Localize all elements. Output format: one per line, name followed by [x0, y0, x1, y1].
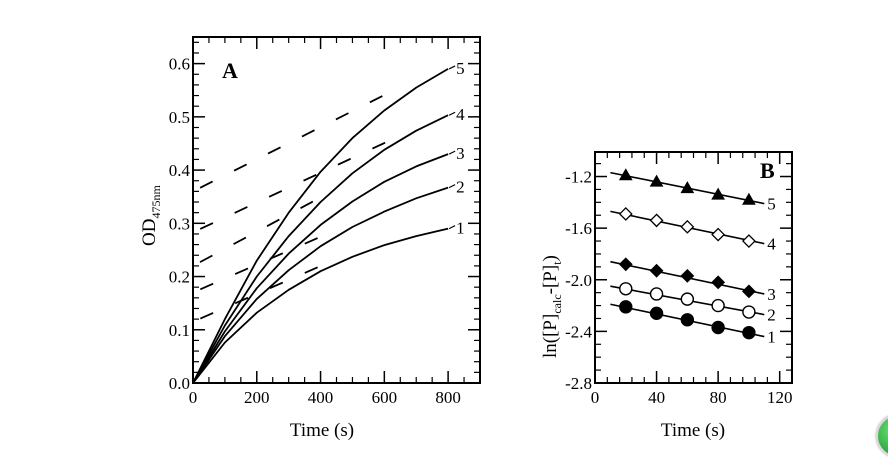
point-filled-diamond: [711, 275, 726, 290]
curve-1: [192, 227, 449, 384]
x-tick-label: 0: [591, 388, 600, 407]
dashed-line-4: [192, 136, 398, 234]
y-tick-label: 0.0: [169, 374, 190, 393]
point-filled-triangle: [649, 174, 664, 187]
y-tick-label: -2.0: [565, 271, 592, 290]
x-tick-label: 40: [648, 388, 665, 407]
curve-label-leader: [448, 150, 456, 155]
point-filled-triangle: [742, 192, 756, 205]
y-tick-label: -2.4: [565, 322, 592, 341]
curve-label-leader: [448, 111, 456, 116]
panel-b-tick-labels: 0 40 80 120 -2.8 -2.4 -2.0 -1.6 -1.2: [565, 168, 792, 407]
panel-a-letter: A: [222, 58, 238, 83]
curve-label-4: 4: [456, 105, 465, 124]
x-tick-label: 800: [435, 388, 461, 407]
panel-b: 0 40 80 120 -2.8 -2.4 -2.0 -1.6 -1.2 1 2 3 4 5 B Tim…: [540, 151, 793, 441]
panel-a-curves: [192, 68, 449, 384]
panel-a-tick-labels: 0 200 400 600 800 0.0 0.1 0.2 0.3 0.4 0.5 0.6: [169, 55, 461, 407]
y-tick-label: 0.4: [169, 161, 191, 180]
curve-label-leader: [448, 184, 456, 189]
y-tick-label: 0.6: [169, 55, 190, 74]
y-tick-label: 0.2: [169, 268, 190, 287]
panel-a-x-axis-title: Time (s): [290, 420, 354, 441]
x-tick-label: 120: [767, 388, 793, 407]
point-open-circle: [680, 292, 695, 306]
y-tick-label: -2.8: [565, 374, 592, 393]
curve-label-3: 3: [456, 144, 465, 163]
curve-5: [192, 68, 449, 384]
curve-label-2: 2: [456, 178, 465, 197]
curve-label-5: 5: [456, 59, 465, 78]
y-title-part: -[P]: [540, 265, 561, 295]
panel-b-ticks: [594, 152, 793, 384]
panel-b-x-axis-title: Time (s): [661, 420, 725, 441]
dashed-line-3: [192, 193, 328, 267]
series-label-2: 2: [767, 306, 776, 325]
panel-a-curve-labels: 1 2 3 4 5: [448, 59, 465, 238]
point-open-diamond: [711, 227, 726, 242]
y-axis-title-main: OD: [139, 219, 160, 246]
dashed-line-5: [192, 87, 398, 193]
point-filled-diamond: [680, 268, 695, 283]
x-tick-label: 80: [710, 388, 727, 407]
point-open-diamond: [741, 234, 756, 248]
point-open-circle: [649, 287, 664, 301]
panel-a-dashed-lines: [192, 87, 398, 323]
series-label-5: 5: [767, 195, 776, 214]
point-open-circle: [619, 282, 633, 296]
x-tick-label: 400: [308, 388, 334, 407]
curve-label-1: 1: [456, 219, 465, 238]
point-filled-diamond: [618, 257, 633, 272]
x-tick-label: 200: [244, 388, 270, 407]
y-tick-label: 0.1: [169, 321, 190, 340]
panel-b-series-labels: 1 2 3 4 5: [767, 195, 776, 347]
point-open-diamond: [649, 213, 664, 228]
point-open-circle: [711, 298, 725, 313]
point-filled-diamond: [649, 263, 664, 278]
series-label-4: 4: [767, 235, 776, 254]
series-label-3: 3: [767, 285, 776, 304]
x-tick-label: 600: [372, 388, 398, 407]
y-tick-label: 0.3: [169, 214, 190, 233]
y-title-sub-calc: calc: [550, 294, 564, 313]
panel-a-y-axis-title: OD475nm: [139, 185, 163, 246]
panel-a-ticks: [192, 37, 481, 384]
y-title-part: ): [540, 255, 561, 261]
curve-3: [192, 153, 449, 384]
panel-b-letter: B: [760, 158, 775, 183]
y-title-sub-t: t: [550, 261, 564, 265]
point-filled-circle: [742, 325, 756, 340]
point-filled-triangle: [680, 181, 695, 194]
panel-b-y-axis-title: ln([P]calc-[P]t): [540, 255, 564, 358]
series-label-1: 1: [767, 328, 776, 347]
point-filled-triangle: [711, 187, 725, 200]
point-filled-circle: [619, 300, 633, 314]
point-open-diamond: [680, 219, 695, 234]
point-filled-circle: [649, 306, 664, 321]
point-open-circle: [742, 305, 756, 319]
point-open-diamond: [618, 207, 633, 221]
curve-label-leader: [448, 225, 456, 230]
point-filled-circle: [680, 313, 695, 327]
y-title-part: ln([P]: [540, 314, 561, 358]
y-axis-title-subscript: 475nm: [149, 185, 163, 219]
panel-a: 0 200 400 600 800 0.0 0.1 0.2 0.3 0.4 0.5 0.6 1 2 3 4 5…: [139, 36, 481, 441]
y-tick-label: -1.2: [565, 168, 592, 187]
curve-2: [192, 186, 449, 384]
point-filled-circle: [711, 320, 725, 335]
point-filled-triangle: [618, 168, 633, 181]
y-tick-label: -1.6: [565, 219, 592, 238]
point-filled-diamond: [741, 284, 756, 299]
panel-b-points: [618, 168, 756, 340]
panel-b-fit-lines: [610, 171, 765, 338]
y-tick-label: 0.5: [169, 108, 190, 127]
x-tick-label: 0: [189, 388, 198, 407]
curve-label-leader: [448, 65, 456, 70]
curve-4: [192, 114, 449, 384]
